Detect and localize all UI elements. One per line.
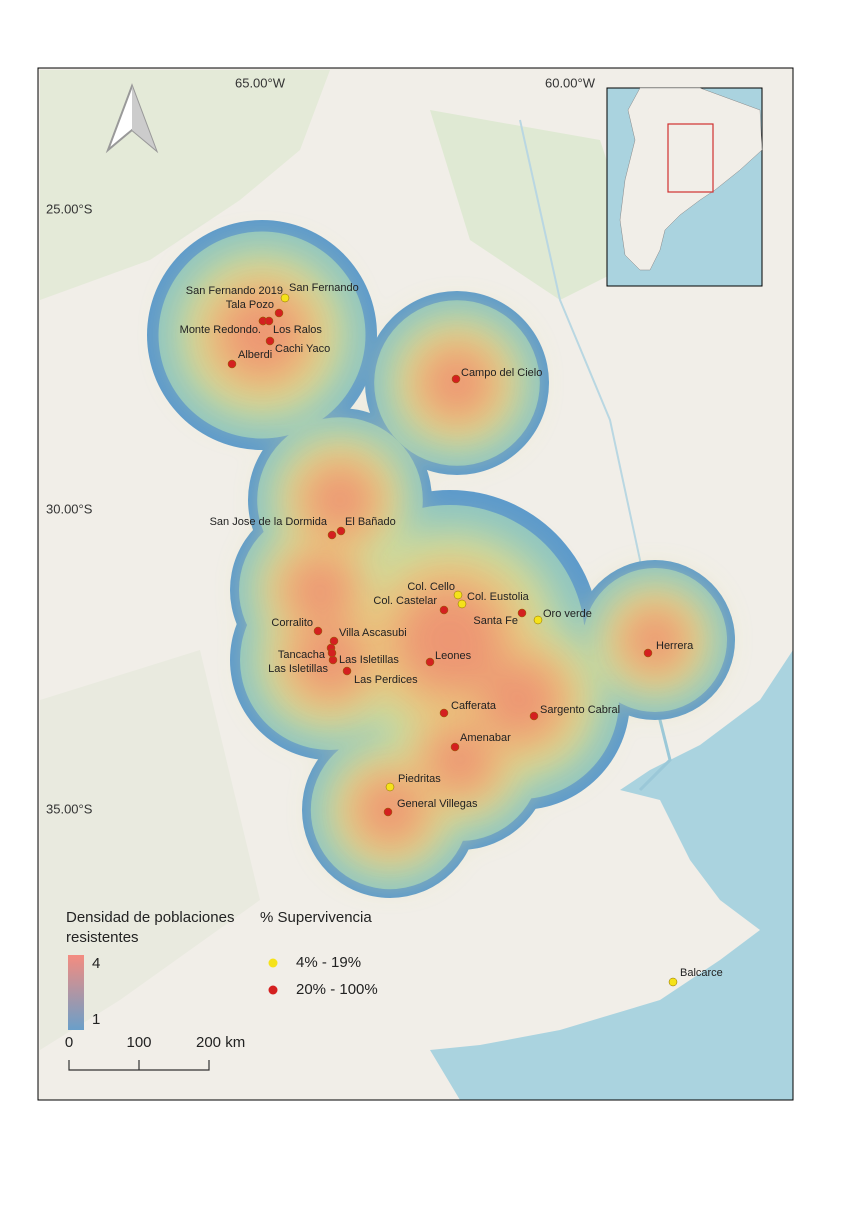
place-label: Corralito bbox=[271, 617, 313, 629]
place-label: Alberdi bbox=[238, 349, 272, 361]
place-marker bbox=[457, 599, 467, 609]
scale-label: 200 km bbox=[196, 1034, 245, 1051]
place-label: Monte Redondo. bbox=[180, 324, 261, 336]
place-label: Herrera bbox=[656, 640, 694, 652]
place-label: Las Isletillas bbox=[268, 663, 328, 675]
place-marker bbox=[383, 807, 393, 817]
place-label: Amenabar bbox=[460, 732, 511, 744]
place-label: Sargento Cabral bbox=[540, 704, 620, 716]
place-marker bbox=[264, 316, 274, 326]
place-marker bbox=[533, 615, 543, 625]
place-marker bbox=[517, 608, 527, 618]
heat-blob bbox=[627, 612, 683, 668]
place-label: Leones bbox=[435, 650, 472, 662]
density-ramp bbox=[68, 955, 84, 1030]
latitude-label: 35.00°S bbox=[46, 801, 93, 816]
place-marker bbox=[274, 308, 284, 318]
place-marker bbox=[643, 648, 653, 658]
legend: Densidad de poblaciones resistentes % Su… bbox=[66, 909, 378, 1030]
ramp-min: 1 bbox=[92, 1011, 100, 1028]
longitude-label: 60.00°W bbox=[545, 75, 596, 90]
place-marker bbox=[265, 336, 275, 346]
place-label: El Bañado bbox=[345, 516, 396, 528]
place-label: Tancacha bbox=[278, 649, 326, 661]
place-marker bbox=[336, 526, 346, 536]
heat-blob bbox=[397, 587, 503, 693]
heat-blob bbox=[481, 661, 559, 739]
legend-label: 4% - 19% bbox=[296, 954, 361, 971]
place-label: Santa Fe bbox=[473, 615, 518, 627]
place-label: Col. Eustolia bbox=[467, 591, 530, 603]
place-label: Cachi Yaco bbox=[275, 343, 330, 355]
heat-blob bbox=[428, 728, 492, 792]
place-label: Los Ralos bbox=[273, 324, 322, 336]
places: San Fernando 2019 San Fernando Tala Pozo Mo… bbox=[180, 282, 723, 987]
place-marker bbox=[425, 657, 435, 667]
place-marker bbox=[385, 782, 395, 792]
legend-title: resistentes bbox=[66, 929, 139, 946]
place-label: San Fernando 2019 bbox=[186, 285, 283, 297]
survival-items: 4% - 19% 20% - 100% bbox=[268, 954, 378, 998]
place-marker bbox=[529, 711, 539, 721]
heat-blob bbox=[307, 467, 373, 533]
legend-title: % Supervivencia bbox=[260, 909, 372, 926]
ramp-max: 4 bbox=[92, 955, 100, 972]
place-label: Tala Pozo bbox=[226, 299, 274, 311]
inset-map bbox=[606, 87, 763, 287]
place-label: San Jose de la Dormida bbox=[210, 516, 328, 528]
legend-marker bbox=[268, 958, 278, 968]
place-label: San Fernando bbox=[289, 282, 359, 294]
place-label: Las Perdices bbox=[354, 674, 418, 686]
place-label: Campo del Cielo bbox=[461, 367, 542, 379]
place-marker bbox=[280, 293, 290, 303]
place-marker bbox=[342, 666, 352, 676]
place-label: Villa Ascasubi bbox=[339, 627, 407, 639]
place-marker bbox=[668, 977, 678, 987]
legend-label: 20% - 100% bbox=[296, 981, 378, 998]
scale-label: 100 bbox=[126, 1034, 151, 1051]
place-marker bbox=[327, 648, 337, 658]
scale-bar: 0 100 200 km bbox=[65, 1034, 245, 1071]
place-marker bbox=[439, 708, 449, 718]
latitude-label: 30.00°S bbox=[46, 501, 93, 516]
place-marker bbox=[313, 626, 323, 636]
scale-label: 0 bbox=[65, 1034, 73, 1051]
place-marker bbox=[451, 374, 461, 384]
place-label: Col. Cello bbox=[407, 581, 455, 593]
density-heatmap bbox=[147, 220, 735, 898]
place-label: Oro verde bbox=[543, 608, 592, 620]
place-label: Las Isletillas bbox=[339, 654, 399, 666]
place-label: Col. Castelar bbox=[373, 595, 437, 607]
place-marker bbox=[227, 359, 237, 369]
latitude-label: 25.00°S bbox=[46, 201, 93, 216]
place-label: Cafferata bbox=[451, 700, 497, 712]
place-label: General Villegas bbox=[397, 798, 478, 810]
place-marker bbox=[450, 742, 460, 752]
legend-title: Densidad de poblaciones bbox=[66, 909, 234, 926]
place-label: Piedritas bbox=[398, 773, 441, 785]
heat-blob bbox=[288, 558, 352, 622]
place-label: Balcarce bbox=[680, 967, 723, 979]
place-marker bbox=[328, 655, 338, 665]
longitude-label: 65.00°W bbox=[235, 75, 286, 90]
place-marker bbox=[439, 605, 449, 615]
place-marker bbox=[327, 530, 337, 540]
place-marker bbox=[453, 590, 463, 600]
legend-marker bbox=[268, 985, 278, 995]
north-arrow bbox=[105, 83, 159, 154]
